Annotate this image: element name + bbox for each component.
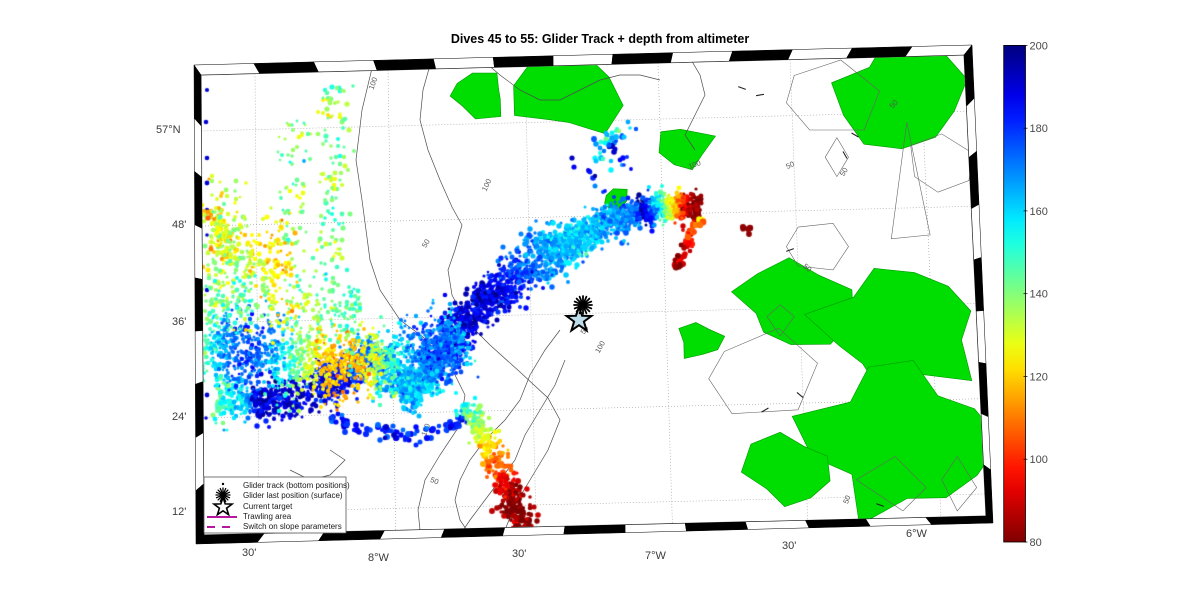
svg-text:100: 100 <box>1030 454 1048 466</box>
svg-text:160: 160 <box>1030 206 1048 218</box>
svg-text:Glider track (bottom positions: Glider track (bottom positions) <box>243 481 350 490</box>
svg-text:200: 200 <box>1030 40 1048 52</box>
svg-text:120: 120 <box>1030 372 1048 384</box>
svg-text:140: 140 <box>1030 289 1048 301</box>
svg-text:180: 180 <box>1030 123 1048 135</box>
svg-text:Switch on slope parameters: Switch on slope parameters <box>243 522 342 531</box>
svg-text:Current target: Current target <box>243 502 293 511</box>
svg-text:80: 80 <box>1030 537 1042 549</box>
svg-text:Trawling area: Trawling area <box>243 512 292 521</box>
svg-text:Glider last position (surface): Glider last position (surface) <box>243 491 343 500</box>
